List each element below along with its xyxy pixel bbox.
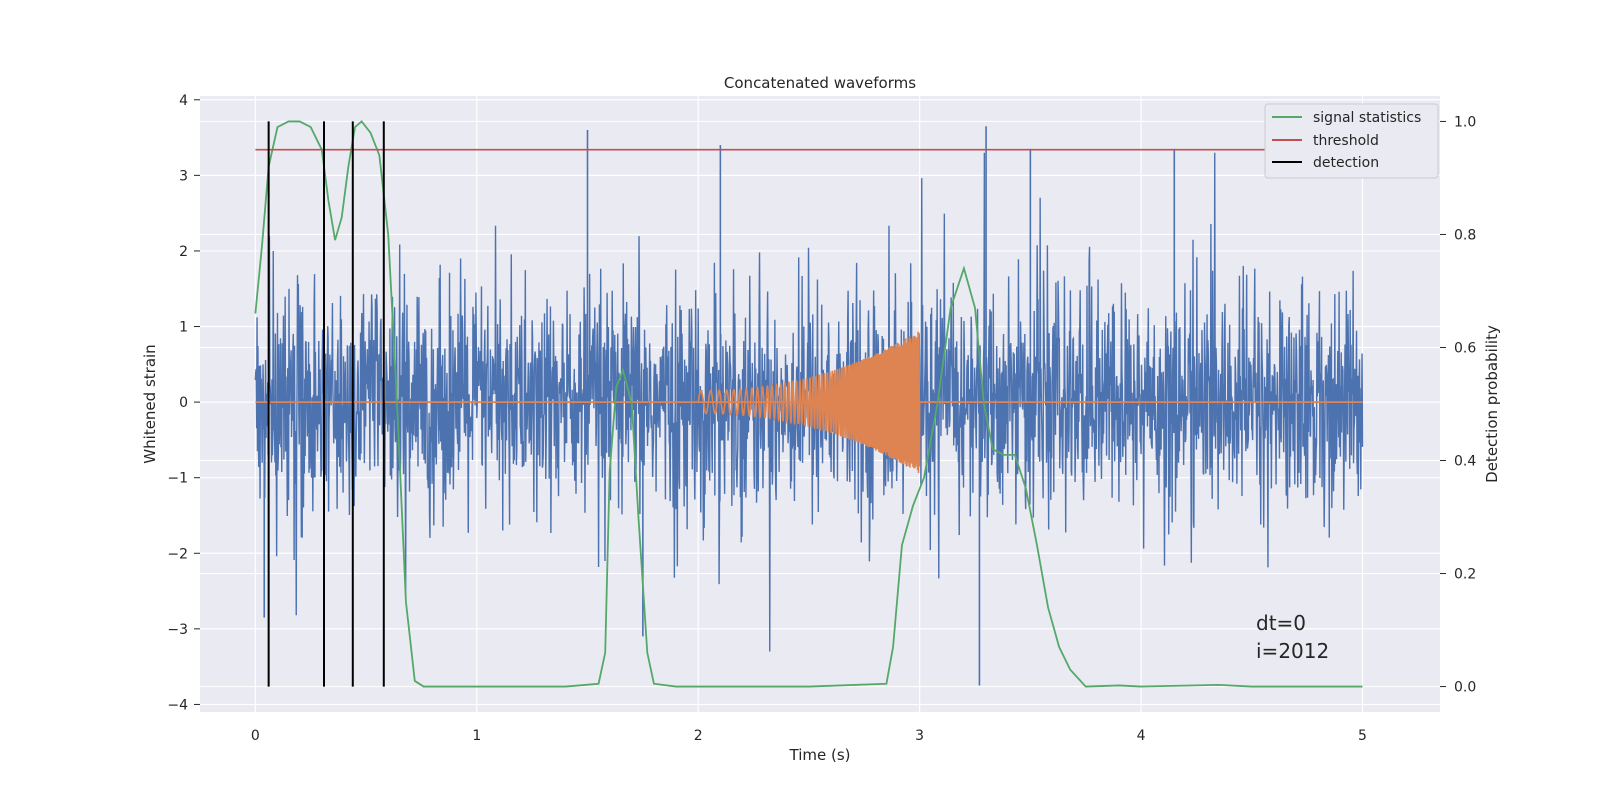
y2-tick-label-3: 0.6 — [1454, 340, 1476, 356]
y2-axis-title: Detection probability — [1483, 325, 1501, 483]
series-detection — [267, 121, 385, 687]
legend-label-signal-statistics: signal statistics — [1313, 110, 1421, 126]
series-signal-statistics — [254, 120, 1363, 688]
y-tick-label-5: 1 — [179, 320, 188, 336]
x-axis-title: Time (s) — [789, 746, 851, 764]
noise-trace — [254, 152, 1364, 652]
legend: signal statistics threshold detection — [1264, 103, 1439, 179]
y2-tick-label-1: 0.2 — [1454, 567, 1476, 583]
signal-statistics-line — [254, 120, 1363, 688]
y-tick-label-2: −2 — [167, 546, 188, 562]
x-tick-label-5: 5 — [1358, 728, 1367, 744]
x-tick-label-4: 4 — [1137, 728, 1146, 744]
series-whitened-strain — [254, 126, 1364, 686]
y2-tick-label-5: 1.0 — [1454, 114, 1476, 130]
series-injected-chirp — [255, 331, 1363, 474]
x-tick-label-3: 3 — [915, 728, 924, 744]
y-tick-label-3: −1 — [167, 471, 188, 487]
x-tick-label-2: 2 — [694, 728, 703, 744]
y-axis-left: −4 −3 −2 −1 0 1 2 3 4 — [167, 93, 200, 713]
chirp-trace — [697, 331, 921, 474]
x-axis: 0 1 2 3 4 5 — [251, 728, 1367, 744]
y-tick-label-8: 4 — [179, 93, 188, 109]
y2-tick-label-2: 0.4 — [1454, 454, 1476, 470]
y-tick-label-6: 2 — [179, 244, 188, 260]
y-axis-right: 0.0 0.2 0.4 0.6 0.8 1.0 — [1440, 114, 1476, 696]
y-tick-label-0: −4 — [167, 697, 188, 713]
y-tick-label-4: 0 — [179, 395, 188, 411]
y-tick-label-7: 3 — [179, 168, 188, 184]
chart-title: Concatenated waveforms — [724, 74, 916, 92]
legend-box — [1264, 103, 1439, 179]
legend-label-detection: detection — [1313, 155, 1379, 171]
x-tick-label-0: 0 — [251, 728, 260, 744]
annotation-index: i=2012 — [1256, 639, 1329, 663]
annotation-dt: dt=0 — [1256, 611, 1306, 635]
legend-label-threshold: threshold — [1313, 133, 1379, 149]
y2-tick-label-0: 0.0 — [1454, 680, 1476, 696]
y2-tick-label-4: 0.8 — [1454, 227, 1476, 243]
y-tick-label-1: −3 — [167, 622, 188, 638]
y-axis-title: Whitened strain — [141, 344, 159, 463]
x-tick-label-1: 1 — [472, 728, 481, 744]
